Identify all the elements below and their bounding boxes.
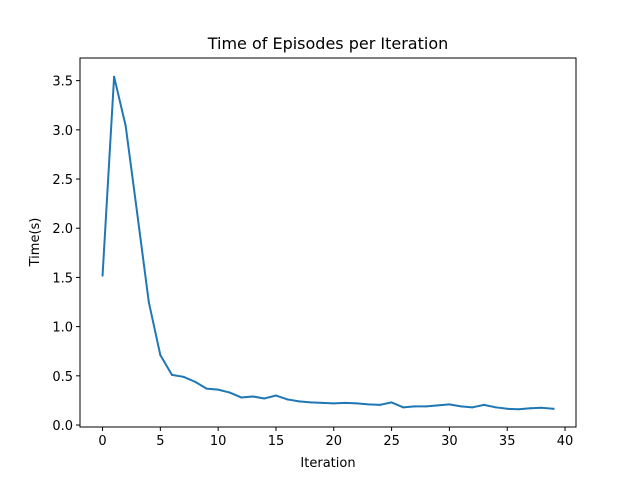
data-point <box>332 402 335 405</box>
x-tick-label: 5 <box>156 434 164 449</box>
series-line <box>101 75 555 411</box>
x-tick-label: 25 <box>383 434 400 449</box>
y-tick-label: 2.5 <box>52 173 73 188</box>
data-point <box>494 406 497 409</box>
data-point <box>240 396 243 399</box>
data-point <box>136 212 139 215</box>
data-point <box>298 400 301 403</box>
series-layer <box>101 75 555 411</box>
x-tick-label: 15 <box>268 434 285 449</box>
x-axis-ticks: 0 5 10 15 20 25 30 35 40 <box>98 427 573 449</box>
y-tick-label: 2.0 <box>52 222 73 237</box>
data-point <box>228 391 231 394</box>
chart-title: Time of Episodes per Iteration <box>207 34 449 53</box>
data-point <box>355 402 358 405</box>
x-axis-title: Iteration <box>300 456 355 471</box>
data-point <box>182 375 185 378</box>
y-tick-label: 0.5 <box>52 370 73 385</box>
data-point <box>367 403 370 406</box>
data-point <box>309 401 312 404</box>
data-point <box>471 406 474 409</box>
data-point <box>159 354 162 357</box>
data-point <box>552 407 555 410</box>
data-point <box>517 408 520 411</box>
y-tick-label: 1.5 <box>52 271 73 286</box>
y-tick-label: 3.0 <box>52 124 73 139</box>
y-axis-title: Time(s) <box>28 218 43 268</box>
data-point <box>413 405 416 408</box>
y-tick-label: 3.5 <box>52 75 73 90</box>
data-point <box>321 401 324 404</box>
data-point <box>263 397 266 400</box>
data-point <box>448 403 451 406</box>
data-point <box>251 395 254 398</box>
y-tick-label: 1.0 <box>52 321 73 336</box>
data-point <box>344 401 347 404</box>
data-point <box>540 406 543 409</box>
data-point <box>402 406 405 409</box>
data-point <box>124 124 127 127</box>
data-point <box>194 380 197 383</box>
x-tick-label: 30 <box>441 434 458 449</box>
x-tick-label: 40 <box>557 434 574 449</box>
data-point <box>483 403 486 406</box>
data-point <box>529 407 532 410</box>
data-point <box>459 405 462 408</box>
data-point <box>205 387 208 390</box>
plot-area-frame <box>79 57 577 428</box>
data-point <box>147 301 150 304</box>
data-point <box>390 401 393 404</box>
y-tick-label: 0.0 <box>52 419 73 434</box>
data-point <box>274 394 277 397</box>
data-point <box>286 398 289 401</box>
data-point <box>506 407 509 410</box>
x-tick-label: 35 <box>499 434 516 449</box>
data-point <box>217 388 220 391</box>
data-point <box>113 75 116 78</box>
x-tick-label: 10 <box>210 434 227 449</box>
data-point <box>379 403 382 406</box>
data-point <box>436 404 439 407</box>
x-tick-label: 0 <box>98 434 106 449</box>
data-point <box>170 373 173 376</box>
data-point <box>425 405 428 408</box>
y-axis-ticks: 0.0 0.5 1.0 1.5 2.0 2.5 3.0 3.5 <box>52 75 80 434</box>
data-point <box>101 274 104 277</box>
x-tick-label: 20 <box>326 434 343 449</box>
